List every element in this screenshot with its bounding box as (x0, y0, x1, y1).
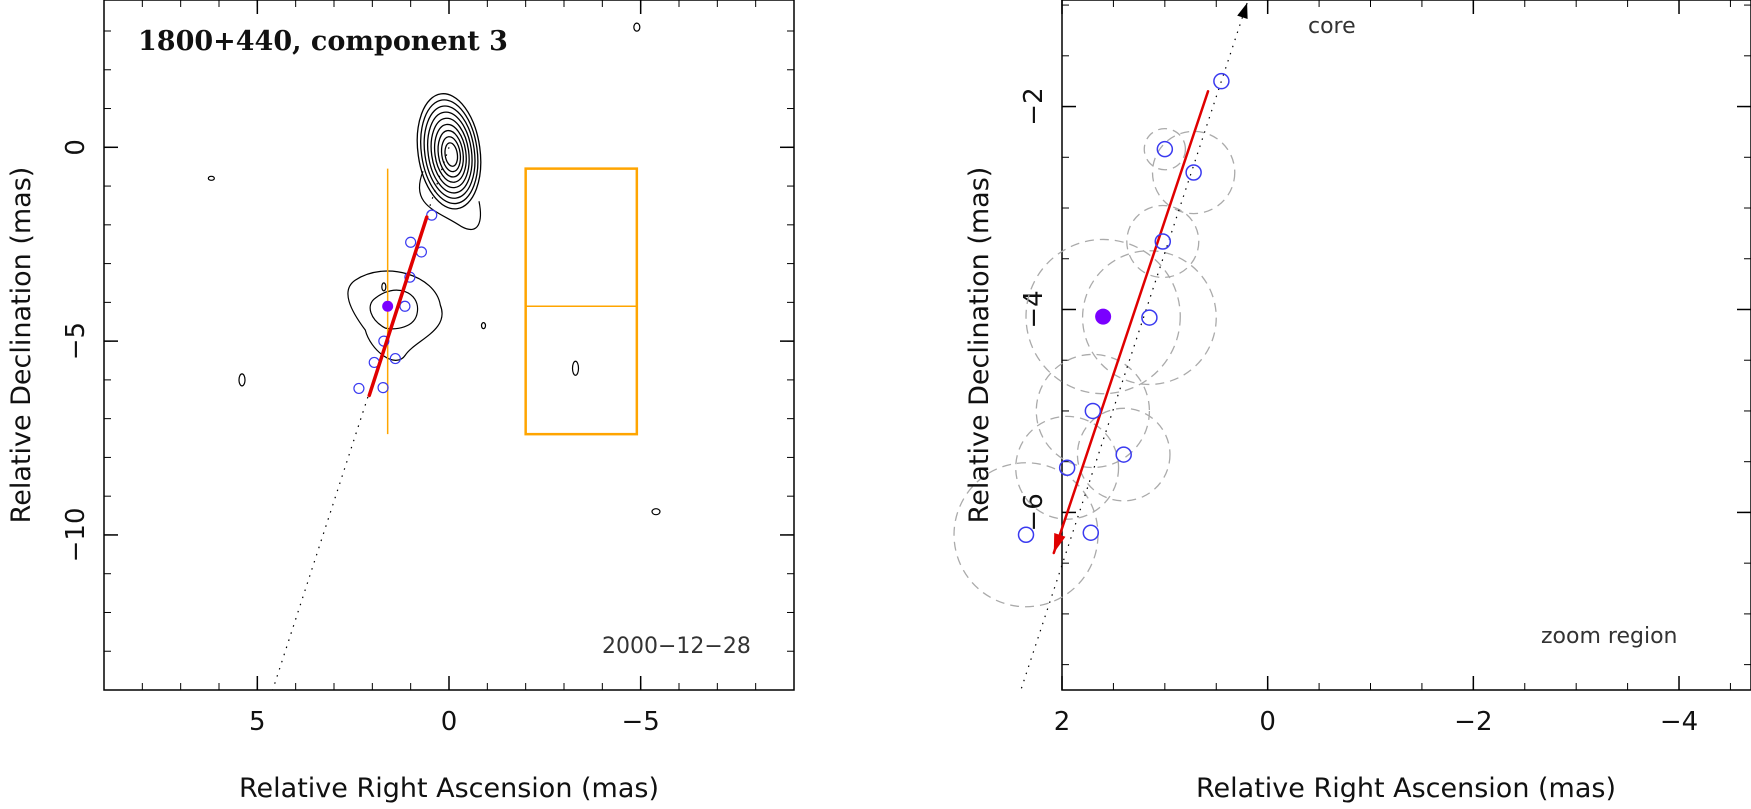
core-contour (437, 129, 464, 178)
overview-y-tick-label: −5 (61, 322, 91, 360)
overview-y-tick-label: 0 (61, 139, 91, 156)
overview-component-point (405, 236, 417, 248)
overview-title: 1800+440, component 3 (138, 26, 508, 57)
zoom-component-point (1185, 164, 1202, 181)
overview-y-tick-label: −10 (61, 508, 91, 563)
noise-contour (480, 322, 487, 330)
noise-contour (651, 508, 661, 516)
core-contour (433, 123, 467, 183)
zoom-y-tick-label: −2 (1019, 87, 1049, 125)
uncertainty-circle (1143, 127, 1187, 171)
core-contour (440, 136, 462, 173)
overview-component-point (353, 382, 365, 395)
core-contour (423, 105, 476, 199)
overview-zoom-box (386, 167, 639, 436)
epoch-label: 2000−12−28 (602, 634, 751, 659)
zoom-y-axis-title: Relative Declination (mas) (964, 167, 995, 524)
zoom-component-point (1115, 446, 1132, 463)
core-label: core (1308, 14, 1356, 39)
overview-x-tick-label: −5 (622, 707, 660, 737)
overview-data (272, 147, 450, 691)
overview-ticks: 5 0 −5 0 −5 −10 (61, 0, 795, 737)
overview-core-direction-line (272, 147, 450, 691)
uncertainty-circle (1076, 407, 1171, 502)
zoom-component-point (1058, 459, 1076, 477)
overview-panel: 5 0 −5 0 −5 −10 1800+440, component 3 2000−12… (6, 0, 795, 804)
noise-contour (207, 175, 215, 181)
zoom-component-point (1141, 309, 1158, 326)
core-outer-contour (418, 171, 482, 231)
core-contour (430, 117, 470, 189)
overview-velocity-vector (367, 215, 429, 398)
zoom-ticks: 2 0 −2 −4 −2 −4 −6 (1019, 0, 1751, 737)
zoom-mean-point (1095, 308, 1112, 325)
zoom-y-tick-label: −4 (1019, 290, 1049, 328)
overview-component-point (399, 300, 411, 312)
zoom-region-box (524, 167, 639, 436)
zoom-component-point (1082, 524, 1100, 541)
core-contour (420, 99, 479, 205)
zoom-component-point (1017, 526, 1035, 543)
core-contour (416, 93, 482, 210)
overview-component-point (377, 382, 389, 394)
zoom-core-direction-line (1020, 2, 1248, 691)
overview-component-point (426, 209, 438, 221)
zoom-x-tick-label: 0 (1259, 707, 1276, 737)
zoom-data (1017, 2, 1248, 691)
zoom-component-point (1156, 140, 1174, 158)
zoom-uncertainty-circles (953, 127, 1236, 608)
zoom-component-point (1084, 402, 1102, 420)
overview-contours (207, 22, 661, 516)
zoom-velocity-vector (1052, 90, 1210, 555)
uncertainty-circle (1035, 353, 1151, 469)
zoom-y-tick-label: −6 (1019, 493, 1049, 531)
noise-contour (571, 360, 580, 376)
overview-y-axis-title: Relative Declination (mas) (6, 167, 37, 524)
uncertainty-circle (1025, 238, 1181, 395)
overview-x-tick-label: 0 (441, 707, 458, 737)
overview-plot-frame (103, 0, 795, 691)
core-pointer-arrowhead (1237, 3, 1248, 20)
noise-contour (238, 373, 246, 387)
overview-x-axis-title: Relative Right Ascension (mas) (239, 773, 659, 804)
uncertainty-circle (1126, 204, 1200, 279)
zoom-x-tick-label: −2 (1454, 707, 1492, 737)
overview-component-point (389, 352, 401, 365)
zoom-x-tick-label: −4 (1660, 707, 1698, 737)
zoom-velocity-arrowhead (1053, 533, 1066, 554)
uncertainty-circle (1151, 130, 1236, 215)
core-contour (444, 142, 459, 167)
core-contour (427, 111, 473, 194)
jet-contour-outer (347, 270, 443, 361)
overview-mean-point (382, 300, 394, 312)
overview-x-tick-label: 5 (249, 707, 266, 737)
zoom-panel: 2 0 −2 −4 −2 −4 −6 core zoom region Relative R… (953, 0, 1751, 804)
zoom-component-point (1213, 72, 1230, 90)
noise-contour (381, 282, 387, 292)
zoom-component-point (1154, 233, 1172, 250)
zoom-x-tick-label: 2 (1054, 707, 1071, 737)
noise-contour (633, 22, 641, 32)
zoom-region-label: zoom region (1541, 624, 1677, 649)
uncertainty-circle (1081, 250, 1217, 386)
zoom-plot-frame (1061, 0, 1751, 691)
zoom-x-axis-title: Relative Right Ascension (mas) (1196, 773, 1616, 804)
uncertainty-circle (1015, 415, 1120, 520)
